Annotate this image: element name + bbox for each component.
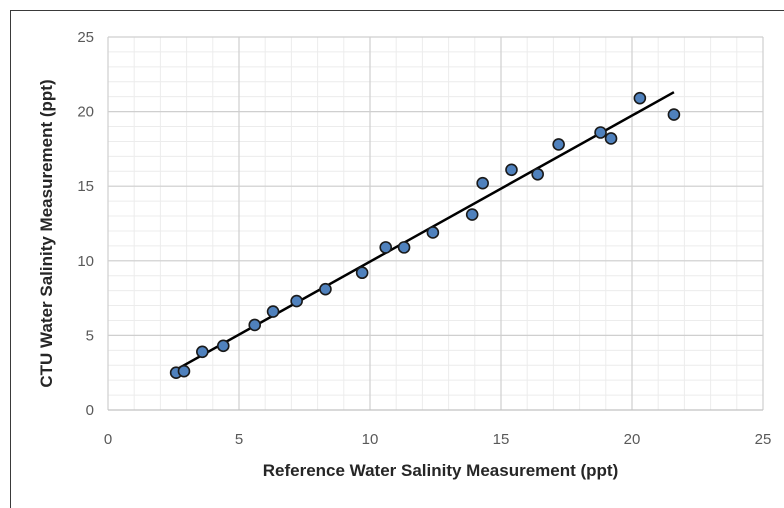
- x-tick-labels: 0 5 10 15 20 25: [104, 431, 772, 448]
- data-point: [379, 241, 393, 254]
- y-tick-labels: 0 5 10 15 20 25: [77, 29, 94, 419]
- y-tick-label: 20: [77, 104, 94, 121]
- data-point: [319, 282, 332, 296]
- x-tick-label: 25: [755, 431, 772, 448]
- x-tick-label: 15: [493, 431, 510, 448]
- y-tick-label: 25: [77, 29, 94, 46]
- data-point: [355, 266, 369, 280]
- x-tick-label: 10: [362, 431, 379, 448]
- data-point: [531, 167, 544, 181]
- data-point: [177, 364, 191, 378]
- y-tick-label: 0: [86, 402, 94, 419]
- y-tick-label: 15: [77, 178, 94, 195]
- x-axis-title: Reference Water Salinity Measurement (pp…: [263, 461, 619, 480]
- data-point: [216, 339, 230, 353]
- data-point: [465, 208, 479, 221]
- data-point: [196, 345, 209, 359]
- data-point: [426, 226, 440, 239]
- data-point: [397, 241, 411, 254]
- data-point: [667, 108, 681, 121]
- data-point: [552, 138, 565, 151]
- data-point: [604, 132, 618, 145]
- y-tick-label: 5: [86, 327, 94, 344]
- data-point: [266, 305, 280, 318]
- data-point: [633, 91, 647, 105]
- x-tick-label: 20: [624, 431, 641, 448]
- data-point: [594, 126, 607, 139]
- data-points: [169, 91, 681, 380]
- data-point: [505, 163, 518, 177]
- y-tick-label: 10: [77, 253, 94, 270]
- chart-frame: [10, 10, 784, 508]
- x-tick-label: 5: [235, 431, 243, 448]
- x-tick-label: 0: [104, 431, 112, 448]
- major-gridlines: [107, 36, 764, 411]
- y-axis-title: CTU Water Salinity Measurement (ppt): [37, 79, 56, 387]
- data-point: [290, 294, 303, 308]
- data-point: [476, 176, 489, 190]
- data-point: [248, 318, 262, 332]
